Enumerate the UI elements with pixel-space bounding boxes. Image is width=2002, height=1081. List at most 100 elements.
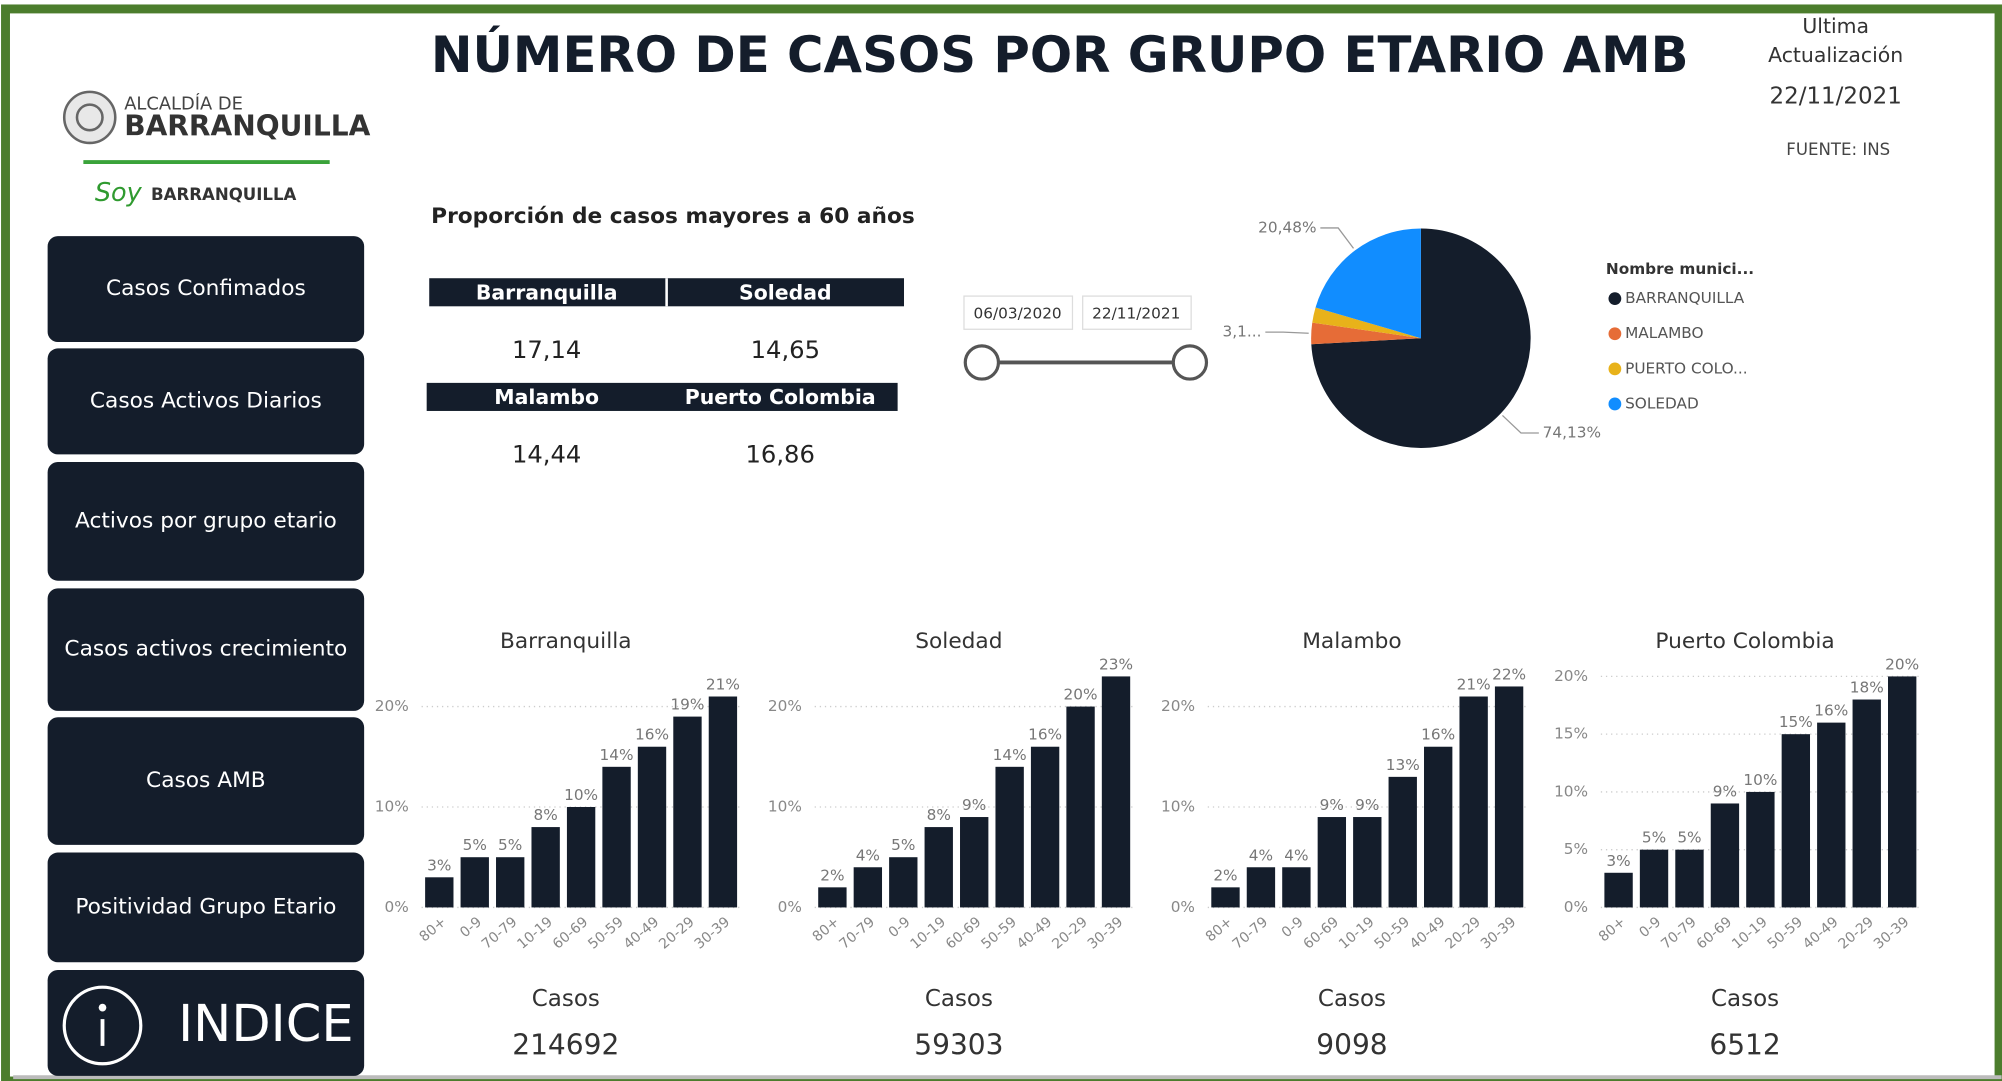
update-label: Ultima	[1802, 14, 1869, 38]
bar	[1211, 887, 1240, 908]
nav-button[interactable]	[47, 236, 365, 343]
table-header	[426, 382, 898, 411]
nav-label[interactable]: Casos Confimados	[106, 276, 306, 301]
bar-label: 16%	[635, 726, 669, 744]
bar-label: 21%	[706, 676, 740, 694]
update-date: 22/11/2021	[1769, 83, 1901, 109]
y-tick-label: 5%	[1564, 840, 1588, 858]
slicer-start[interactable]: 06/03/2020	[974, 304, 1062, 322]
logo-slogan-b: BARRANQUILLA	[151, 185, 297, 204]
slicer-handle[interactable]	[963, 344, 1001, 381]
bar	[637, 746, 667, 908]
table-header-cell: Puerto Colombia	[685, 385, 876, 409]
total-value: 59303	[914, 1029, 1003, 1062]
bar	[496, 857, 525, 908]
pie-label: 20,48%	[1258, 218, 1316, 236]
chart-title: Puerto Colombia	[1655, 629, 1834, 654]
legend-title: Nombre munici...	[1606, 260, 1754, 278]
legend-swatch	[1608, 362, 1622, 376]
bar-label: 16%	[1028, 726, 1062, 744]
nav-label[interactable]: Casos AMB	[146, 768, 266, 793]
info-icon[interactable]	[62, 985, 143, 1066]
nav-button[interactable]	[47, 588, 365, 711]
slicer-end[interactable]: 22/11/2021	[1092, 304, 1180, 322]
legend-swatch	[1608, 327, 1622, 341]
nav-label[interactable]: Casos Activos Diarios	[90, 388, 322, 413]
table-cell: 14,65	[751, 335, 820, 364]
nav-button[interactable]	[47, 852, 365, 963]
bar	[1246, 867, 1276, 908]
slicer-end-box[interactable]	[1082, 295, 1192, 330]
nav-button[interactable]	[47, 462, 365, 581]
bar	[1675, 849, 1704, 908]
bar-label: 5%	[891, 836, 915, 854]
bar	[960, 817, 989, 908]
total-value: 6512	[1709, 1029, 1780, 1062]
bar-label: 3%	[427, 856, 451, 874]
table-cell: 14,44	[512, 440, 581, 469]
pie-leader	[1502, 414, 1539, 434]
pie-slice	[1315, 228, 1421, 339]
legend-label: PUERTO COLO...	[1625, 359, 1748, 377]
bar-label: 21%	[1457, 676, 1491, 694]
legend-swatch	[1608, 292, 1622, 306]
y-tick-label: 20%	[1161, 697, 1195, 715]
y-tick-label: 0%	[385, 898, 409, 916]
bar	[1639, 849, 1669, 908]
bar-label: 3%	[1606, 852, 1630, 870]
table-cell: 17,14	[512, 335, 581, 364]
bar-label: 20%	[1064, 686, 1098, 704]
logo-slogan-a: Soy	[95, 178, 143, 208]
bar-label: 9%	[1355, 796, 1379, 814]
bar	[995, 766, 1024, 908]
bar	[1888, 676, 1917, 908]
bar	[1282, 867, 1311, 908]
pie-slice	[1312, 307, 1421, 339]
bar	[460, 857, 489, 908]
slicer-start-box[interactable]	[963, 295, 1074, 330]
slicer-handle[interactable]	[1171, 344, 1209, 381]
legend-label: BARRANQUILLA	[1625, 289, 1745, 307]
chart-title: Barranquilla	[500, 629, 632, 654]
bar	[1388, 776, 1417, 908]
bar	[1353, 817, 1382, 908]
pie-leader	[1265, 331, 1309, 334]
pie-slice	[1311, 322, 1421, 345]
y-tick-label: 0%	[1171, 898, 1195, 916]
nav-button[interactable]	[47, 717, 365, 845]
bar-label: 5%	[498, 836, 522, 854]
legend-swatch	[1608, 397, 1622, 411]
nav-label[interactable]: Activos por grupo etario	[75, 508, 337, 533]
logo-emblem	[62, 90, 117, 145]
update-label: Actualización	[1768, 43, 1903, 67]
bar-label: 8%	[534, 806, 558, 824]
nav-label[interactable]: INDICE	[178, 995, 353, 1054]
logo-line1: ALCALDÍA DE	[124, 93, 243, 115]
bar-label: 19%	[670, 696, 704, 714]
bar-label: 9%	[962, 796, 986, 814]
nav-button[interactable]	[47, 348, 365, 455]
legend-label: SOLEDAD	[1625, 394, 1699, 412]
nav-label[interactable]: Positividad Grupo Etario	[75, 894, 336, 919]
bar	[1030, 746, 1060, 908]
bar-label: 20%	[1885, 655, 1919, 673]
bar	[1317, 817, 1347, 908]
bar	[1710, 803, 1740, 908]
bar-label: 5%	[1642, 829, 1666, 847]
bar-label: 5%	[463, 836, 487, 854]
bar	[1424, 746, 1453, 908]
chart-title: Soledad	[915, 629, 1002, 654]
y-tick-label: 10%	[1554, 782, 1588, 800]
bar	[425, 877, 454, 908]
nav-label[interactable]: Casos activos crecimiento	[64, 637, 347, 662]
y-tick-label: 20%	[1554, 667, 1588, 685]
bar-label: 13%	[1386, 756, 1420, 774]
pie-label: 3,1...	[1223, 323, 1262, 341]
bar	[889, 857, 918, 908]
bar-label: 14%	[993, 746, 1027, 764]
bar	[924, 827, 953, 908]
bar-label: 9%	[1713, 782, 1737, 800]
bar-label: 9%	[1320, 796, 1344, 814]
info-icon-dot[interactable]	[98, 1003, 107, 1012]
bar	[602, 766, 631, 908]
